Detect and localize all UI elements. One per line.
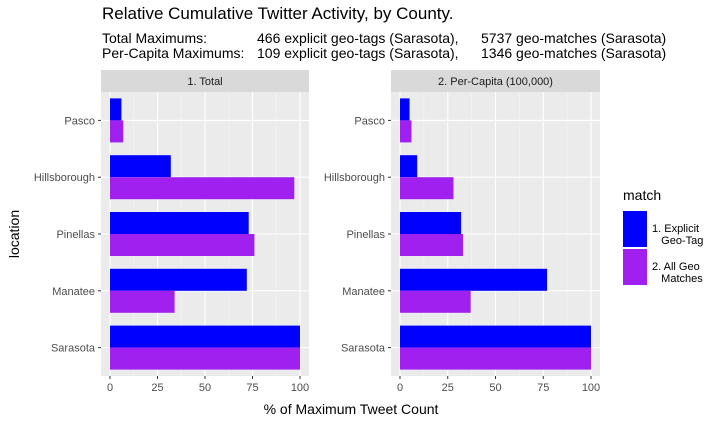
bar-2-pasco-explicit <box>400 98 410 121</box>
bar-1-hillsborough-geo <box>110 177 295 200</box>
bar-1-pinellas-explicit <box>110 212 249 234</box>
y-tick-label-sarasota: Sarasota <box>51 343 96 355</box>
y-tick-label-pasco: Pasco <box>64 115 95 127</box>
y-axis-title: location <box>6 210 22 258</box>
subtitle-geo-percapita: 1346 geo-matches (Sarasota) <box>481 45 667 61</box>
subtitle-explicit-percapita: 109 explicit geo-tags (Sarasota), <box>257 45 459 61</box>
bar-2-manatee-geo <box>400 290 471 313</box>
legend-swatch-explicit <box>623 211 647 247</box>
subtitle-explicit-total: 466 explicit geo-tags (Sarasota), <box>257 30 459 46</box>
bar-1-sarasota-explicit <box>110 325 300 348</box>
subtitle-label-percapita: Per-Capita Maximums: <box>102 45 245 61</box>
bar-2-sarasota-explicit <box>400 325 591 348</box>
legend-title: match <box>623 187 662 203</box>
x-tick-label-100: 100 <box>291 382 309 394</box>
y-tick-label-manatee: Manatee <box>52 286 95 298</box>
x-tick-label-0: 0 <box>107 382 113 394</box>
y-tick-label-manatee: Manatee <box>342 286 385 298</box>
bar-2-pasco-geo <box>400 120 412 143</box>
bar-2-hillsborough-explicit <box>400 155 418 178</box>
bar-2-pinellas-geo <box>400 234 464 256</box>
x-tick-label-50: 50 <box>199 382 211 394</box>
chart-title: Relative Cumulative Twitter Activity, by… <box>102 4 454 23</box>
x-axis-title: % of Maximum Tweet Count <box>264 401 439 417</box>
bar-1-hillsborough-explicit <box>110 155 171 178</box>
x-tick-label-75: 75 <box>246 382 258 394</box>
y-tick-label-pinellas: Pinellas <box>56 229 95 241</box>
bar-1-pasco-geo <box>110 120 124 143</box>
x-tick-label-0: 0 <box>397 382 403 394</box>
bar-1-manatee-explicit <box>110 268 247 291</box>
bar-1-sarasota-geo <box>110 347 300 370</box>
bar-2-sarasota-geo <box>400 347 591 370</box>
facet-strip-1 <box>101 70 309 92</box>
facet-title-2: 2. Per-Capita (100,000) <box>438 76 553 88</box>
x-tick-label-100: 100 <box>582 382 600 394</box>
x-tick-label-75: 75 <box>537 382 549 394</box>
bar-1-pinellas-geo <box>110 234 255 256</box>
bar-1-manatee-geo <box>110 290 175 313</box>
y-tick-label-pasco: Pasco <box>354 115 385 127</box>
x-tick-label-25: 25 <box>151 382 163 394</box>
bar-1-pasco-explicit <box>110 98 122 121</box>
x-tick-label-25: 25 <box>442 382 454 394</box>
subtitle-geo-total: 5737 geo-matches (Sarasota) <box>481 30 667 46</box>
y-tick-label-pinellas: Pinellas <box>346 229 385 241</box>
y-tick-label-hillsborough: Hillsborough <box>324 172 385 184</box>
bar-2-pinellas-explicit <box>400 212 462 234</box>
facet-strip-2 <box>391 70 600 92</box>
y-tick-label-sarasota: Sarasota <box>341 343 386 355</box>
bar-2-manatee-explicit <box>400 268 548 291</box>
subtitle-label-total: Total Maximums: <box>102 30 208 46</box>
legend-label-explicit: 1. Explicit Geo-Tag <box>652 223 704 247</box>
legend-label-geo: 2. All Geo Matches <box>652 261 703 285</box>
legend-swatch-geo <box>623 249 647 285</box>
x-tick-label-50: 50 <box>489 382 501 394</box>
y-tick-label-hillsborough: Hillsborough <box>34 172 95 184</box>
bar-2-hillsborough-geo <box>400 177 454 200</box>
facet-title-1: 1. Total <box>187 76 222 88</box>
